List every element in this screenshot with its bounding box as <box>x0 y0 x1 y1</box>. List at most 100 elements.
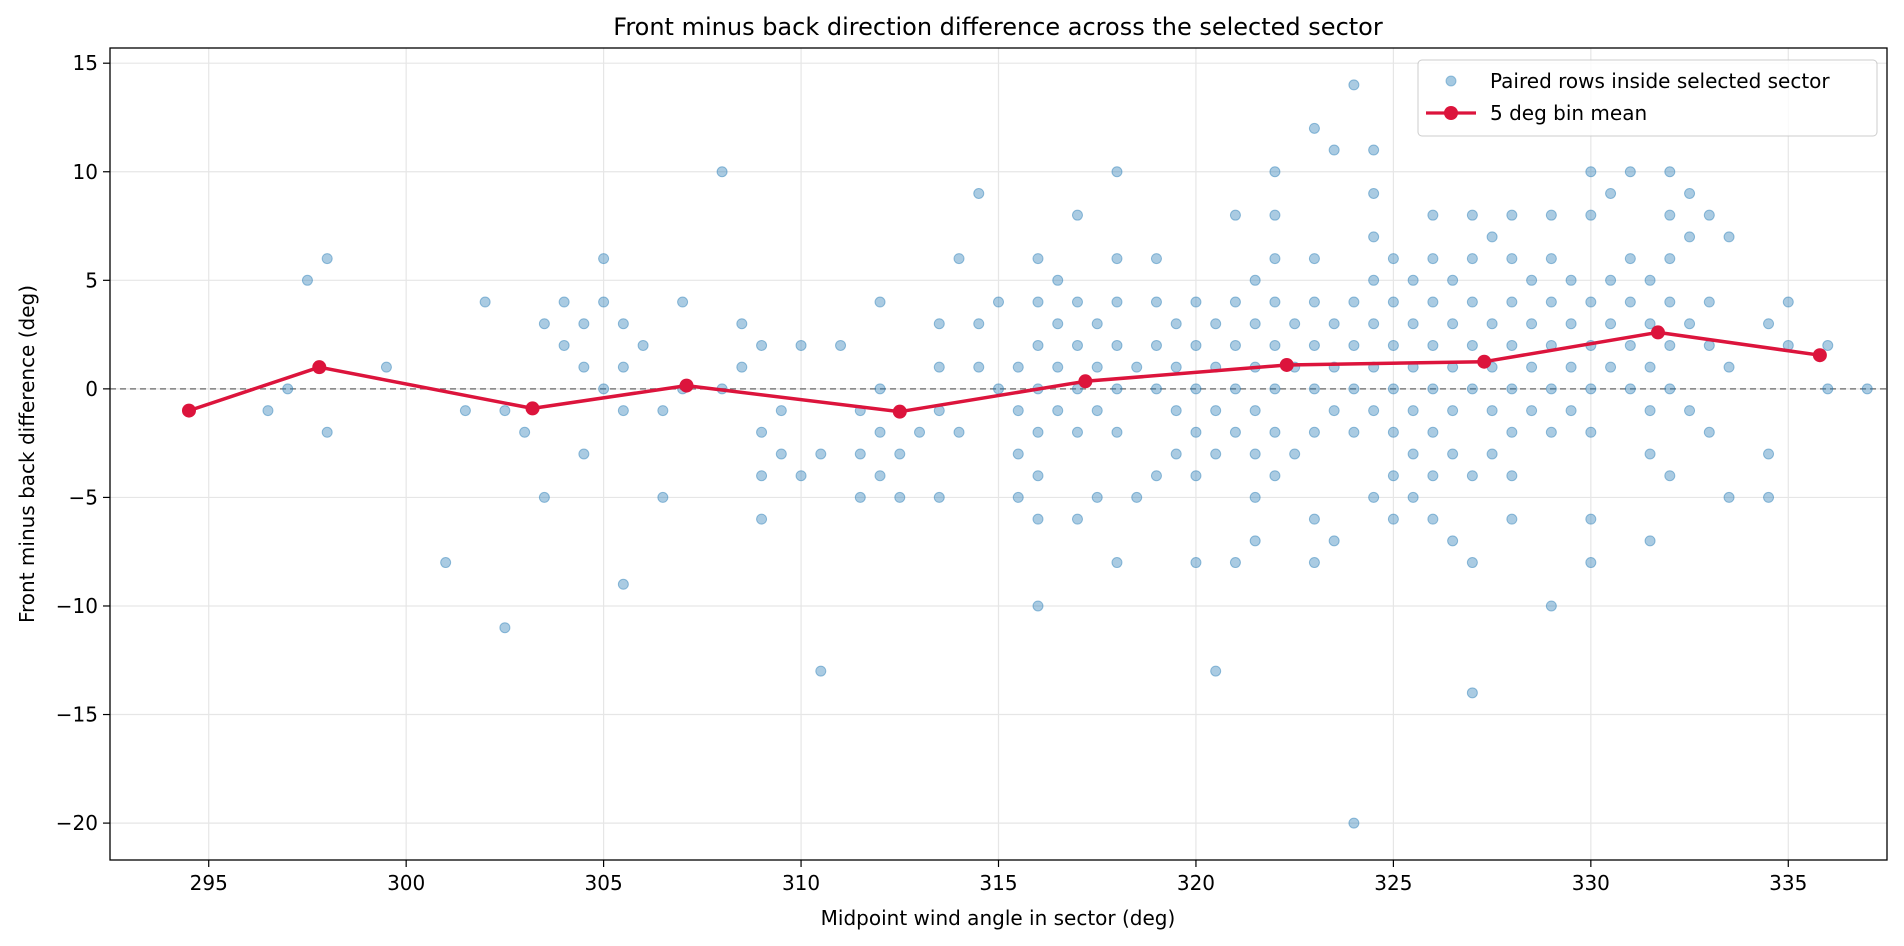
scatter-point <box>1269 426 1281 438</box>
scatter-point <box>1170 318 1182 330</box>
scatter-point <box>1506 383 1518 395</box>
scatter-point <box>1269 470 1281 482</box>
y-tick-label: −5 <box>69 485 98 509</box>
scatter-point <box>380 361 392 373</box>
scatter-point <box>1506 470 1518 482</box>
scatter-point <box>1308 253 1320 265</box>
scatter-point <box>1723 231 1735 243</box>
scatter-point <box>1565 318 1577 330</box>
scatter-point <box>756 470 768 482</box>
scatter-point <box>538 491 550 503</box>
scatter-point <box>1150 383 1162 395</box>
scatter-point <box>598 296 610 308</box>
scatter-point <box>617 405 629 417</box>
x-tick-label: 335 <box>1769 871 1807 895</box>
scatter-point <box>1466 296 1478 308</box>
scatter-point <box>1545 296 1557 308</box>
scatter-point <box>1269 296 1281 308</box>
scatter-point <box>1348 383 1360 395</box>
scatter-point <box>1684 318 1696 330</box>
scatter-point <box>1545 253 1557 265</box>
legend-line-marker <box>1444 106 1458 120</box>
scatter-point <box>1644 274 1656 286</box>
scatter-point <box>1624 296 1636 308</box>
scatter-point <box>835 339 847 351</box>
scatter-point <box>598 383 610 395</box>
scatter-point <box>1190 426 1202 438</box>
scatter-point <box>499 405 511 417</box>
chart-title: Front minus back direction difference ac… <box>613 13 1383 41</box>
scatter-point <box>1585 166 1597 178</box>
scatter-point <box>1368 318 1380 330</box>
scatter-point <box>1328 144 1340 156</box>
mean-line-marker <box>1812 348 1827 363</box>
scatter-point <box>1150 339 1162 351</box>
scatter-point <box>1703 296 1715 308</box>
scatter-point <box>1249 491 1261 503</box>
scatter-point <box>1486 231 1498 243</box>
scatter-point <box>756 513 768 525</box>
scatter-point <box>1249 405 1261 417</box>
scatter-point <box>1782 296 1794 308</box>
scatter-point <box>1308 339 1320 351</box>
scatter-point <box>1071 296 1083 308</box>
scatter-point <box>1427 383 1439 395</box>
scatter-point <box>1229 426 1241 438</box>
scatter-point <box>1664 383 1676 395</box>
scatter-point <box>953 426 965 438</box>
y-tick-label: 10 <box>73 160 98 184</box>
scatter-point <box>1664 253 1676 265</box>
scatter-point <box>1289 448 1301 460</box>
scatter-point <box>1447 448 1459 460</box>
mean-line-marker <box>525 401 540 416</box>
scatter-point <box>1585 296 1597 308</box>
scatter-point <box>933 361 945 373</box>
scatter-point <box>1131 361 1143 373</box>
y-tick-label: −15 <box>56 703 98 727</box>
scatter-point <box>1150 296 1162 308</box>
scatter-point <box>933 318 945 330</box>
scatter-point <box>1368 274 1380 286</box>
scatter-point <box>1308 557 1320 569</box>
scatter-point <box>1308 383 1320 395</box>
scatter-point <box>1466 687 1478 699</box>
scatter-point <box>1269 209 1281 221</box>
scatter-point <box>1407 491 1419 503</box>
scatter-point <box>1861 383 1873 395</box>
scatter-point <box>1387 426 1399 438</box>
scatter-point <box>1644 448 1656 460</box>
scatter-point <box>795 470 807 482</box>
scatter-point <box>1111 557 1123 569</box>
y-axis-label: Front minus back difference (deg) <box>15 285 39 623</box>
scatter-point <box>973 187 985 199</box>
scatter-point <box>1387 339 1399 351</box>
scatter-point <box>282 383 294 395</box>
scatter-point <box>1407 448 1419 460</box>
scatter-point <box>1822 339 1834 351</box>
scatter-point <box>1407 318 1419 330</box>
scatter-point <box>1071 339 1083 351</box>
scatter-point <box>1387 253 1399 265</box>
scatter-point <box>1170 448 1182 460</box>
scatter-point <box>1624 339 1636 351</box>
y-tick-label: 15 <box>73 51 98 75</box>
scatter-point <box>1545 383 1557 395</box>
scatter-point <box>1565 274 1577 286</box>
scatter-point <box>321 426 333 438</box>
scatter-point <box>1229 209 1241 221</box>
scatter-point <box>1190 383 1202 395</box>
scatter-point <box>756 426 768 438</box>
scatter-point <box>1229 296 1241 308</box>
mean-line-marker <box>181 403 196 418</box>
scatter-point <box>598 253 610 265</box>
scatter-point <box>1545 426 1557 438</box>
scatter-point <box>1348 339 1360 351</box>
scatter-point <box>1664 470 1676 482</box>
scatter-point <box>1111 253 1123 265</box>
scatter-point <box>1703 426 1715 438</box>
scatter-point <box>1684 187 1696 199</box>
scatter-point <box>1605 187 1617 199</box>
scatter-point <box>1644 405 1656 417</box>
scatter-point <box>1348 79 1360 91</box>
